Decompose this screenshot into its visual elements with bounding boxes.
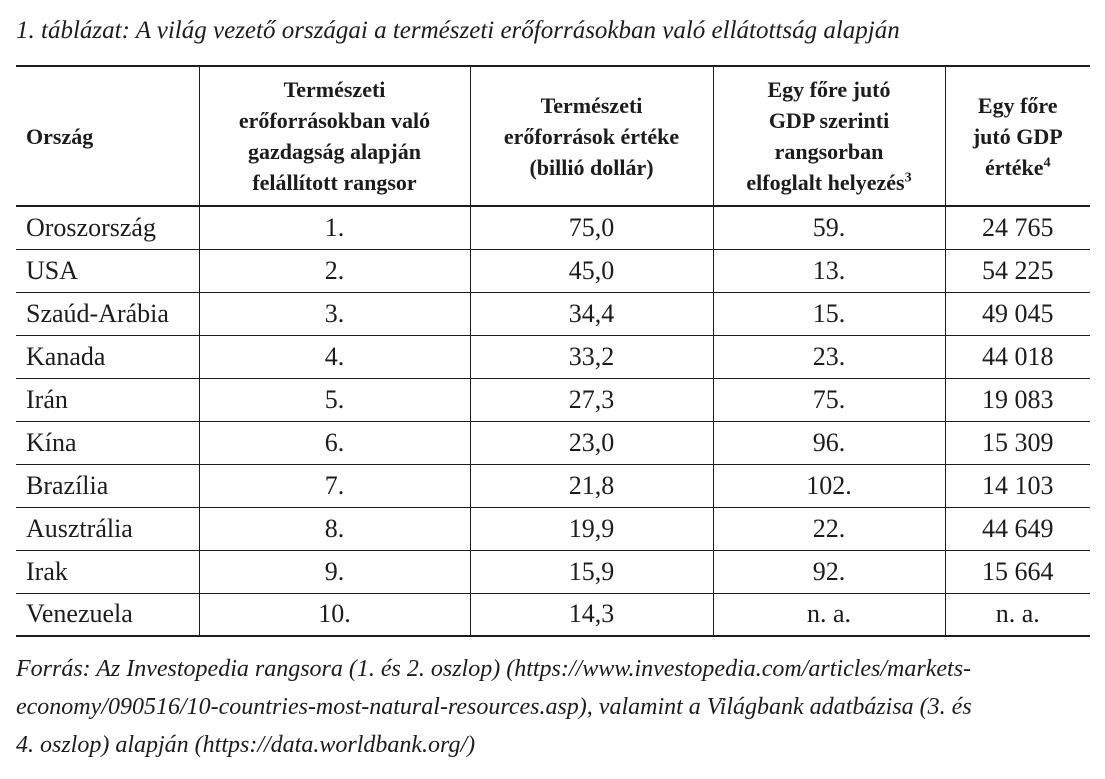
resource-value-cell: 14,3 <box>470 592 714 637</box>
table-row: USA 2. 45,0 13. 54 225 <box>16 248 1090 292</box>
footnote-marker: 4 <box>1043 155 1051 171</box>
gdp-rank-cell: 22. <box>713 506 946 550</box>
column-header-label: Ország <box>26 123 94 149</box>
resource-rank-cell: 1. <box>199 205 471 249</box>
resource-value-cell: 23,0 <box>470 420 714 464</box>
gdp-rank-cell: 75. <box>713 377 946 421</box>
gdp-rank-cell: 15. <box>713 291 946 335</box>
gdp-value-cell: 54 225 <box>945 248 1090 292</box>
gdp-value-cell: 24 765 <box>945 205 1090 249</box>
column-header-label: Természeti erőforrások értéke (billió do… <box>503 92 680 180</box>
gdp-rank-cell: 92. <box>713 549 946 593</box>
column-header-label: Természeti erőforrásokban való gazdagság… <box>238 77 431 195</box>
country-cell: Ausztrália <box>16 506 200 550</box>
resource-rank-cell: 4. <box>199 334 471 378</box>
column-header-resource-value: Természeti erőforrások értéke (billió do… <box>470 65 714 207</box>
country-cell: Venezuela <box>16 592 200 637</box>
column-header-gdp-value: Egy főre jutó GDP értéke4 <box>945 65 1090 207</box>
resource-value-cell: 15,9 <box>470 549 714 593</box>
table-row: Ausztrália 8. 19,9 22. 44 649 <box>16 506 1090 550</box>
column-header-country: Ország <box>16 65 200 207</box>
table-header: Ország Természeti erőforrásokban való ga… <box>16 65 1090 207</box>
resource-value-cell: 75,0 <box>470 205 714 249</box>
country-cell: Oroszország <box>16 205 200 249</box>
resource-rank-cell: 6. <box>199 420 471 464</box>
country-cell: Irán <box>16 377 200 421</box>
table-row: Kanada 4. 33,2 23. 44 018 <box>16 334 1090 378</box>
table-body: Oroszország 1. 75,0 59. 24 765 USA 2. 45… <box>16 205 1090 637</box>
column-header-resource-rank: Természeti erőforrásokban való gazdagság… <box>199 65 471 207</box>
country-cell: Irak <box>16 549 200 593</box>
gdp-value-cell: 15 309 <box>945 420 1090 464</box>
resource-value-cell: 21,8 <box>470 463 714 507</box>
resource-rank-cell: 9. <box>199 549 471 593</box>
gdp-rank-cell: n. a. <box>713 592 946 637</box>
country-cell: Brazília <box>16 463 200 507</box>
gdp-value-cell: 14 103 <box>945 463 1090 507</box>
country-cell: Szaúd-Arábia <box>16 291 200 335</box>
gdp-value-cell: 44 649 <box>945 506 1090 550</box>
gdp-value-cell: 49 045 <box>945 291 1090 335</box>
gdp-rank-cell: 13. <box>713 248 946 292</box>
gdp-value-cell: n. a. <box>945 592 1090 637</box>
table-caption: 1. táblázat: A világ vezető országai a t… <box>16 17 900 44</box>
header-row: Ország Természeti erőforrásokban való ga… <box>16 65 1090 207</box>
table-row: Irán 5. 27,3 75. 19 083 <box>16 377 1090 421</box>
country-cell: USA <box>16 248 200 292</box>
resource-value-cell: 33,2 <box>470 334 714 378</box>
resource-rank-cell: 7. <box>199 463 471 507</box>
column-header-label: Egy főre jutó GDP szerinti rangsorban el… <box>746 77 905 195</box>
table-row: Brazília 7. 21,8 102. 14 103 <box>16 463 1090 507</box>
table-row: Irak 9. 15,9 92. 15 664 <box>16 549 1090 593</box>
country-cell: Kína <box>16 420 200 464</box>
resource-rank-cell: 10. <box>199 592 471 637</box>
footnote-marker: 3 <box>904 170 912 186</box>
resource-value-cell: 45,0 <box>470 248 714 292</box>
country-cell: Kanada <box>16 334 200 378</box>
gdp-value-cell: 44 018 <box>945 334 1090 378</box>
gdp-value-cell: 15 664 <box>945 549 1090 593</box>
table-row: Venezuela 10. 14,3 n. a. n. a. <box>16 592 1090 637</box>
resource-rank-cell: 8. <box>199 506 471 550</box>
gdp-rank-cell: 23. <box>713 334 946 378</box>
natural-resources-table: Ország Természeti erőforrásokban való ga… <box>16 65 1090 637</box>
gdp-value-cell: 19 083 <box>945 377 1090 421</box>
resource-value-cell: 34,4 <box>470 291 714 335</box>
column-header-label: Egy főre jutó GDP értéke <box>972 92 1063 180</box>
resource-rank-cell: 2. <box>199 248 471 292</box>
table-row: Kína 6. 23,0 96. 15 309 <box>16 420 1090 464</box>
column-header-gdp-rank: Egy főre jutó GDP szerinti rangsorban el… <box>713 65 946 207</box>
resource-rank-cell: 3. <box>199 291 471 335</box>
resource-value-cell: 19,9 <box>470 506 714 550</box>
table-row: Oroszország 1. 75,0 59. 24 765 <box>16 205 1090 249</box>
gdp-rank-cell: 102. <box>713 463 946 507</box>
gdp-rank-cell: 59. <box>713 205 946 249</box>
table-row: Szaúd-Arábia 3. 34,4 15. 49 045 <box>16 291 1090 335</box>
resource-rank-cell: 5. <box>199 377 471 421</box>
source-note: Forrás: Az Investopedia rangsora (1. és … <box>16 656 972 758</box>
gdp-rank-cell: 96. <box>713 420 946 464</box>
resource-value-cell: 27,3 <box>470 377 714 421</box>
